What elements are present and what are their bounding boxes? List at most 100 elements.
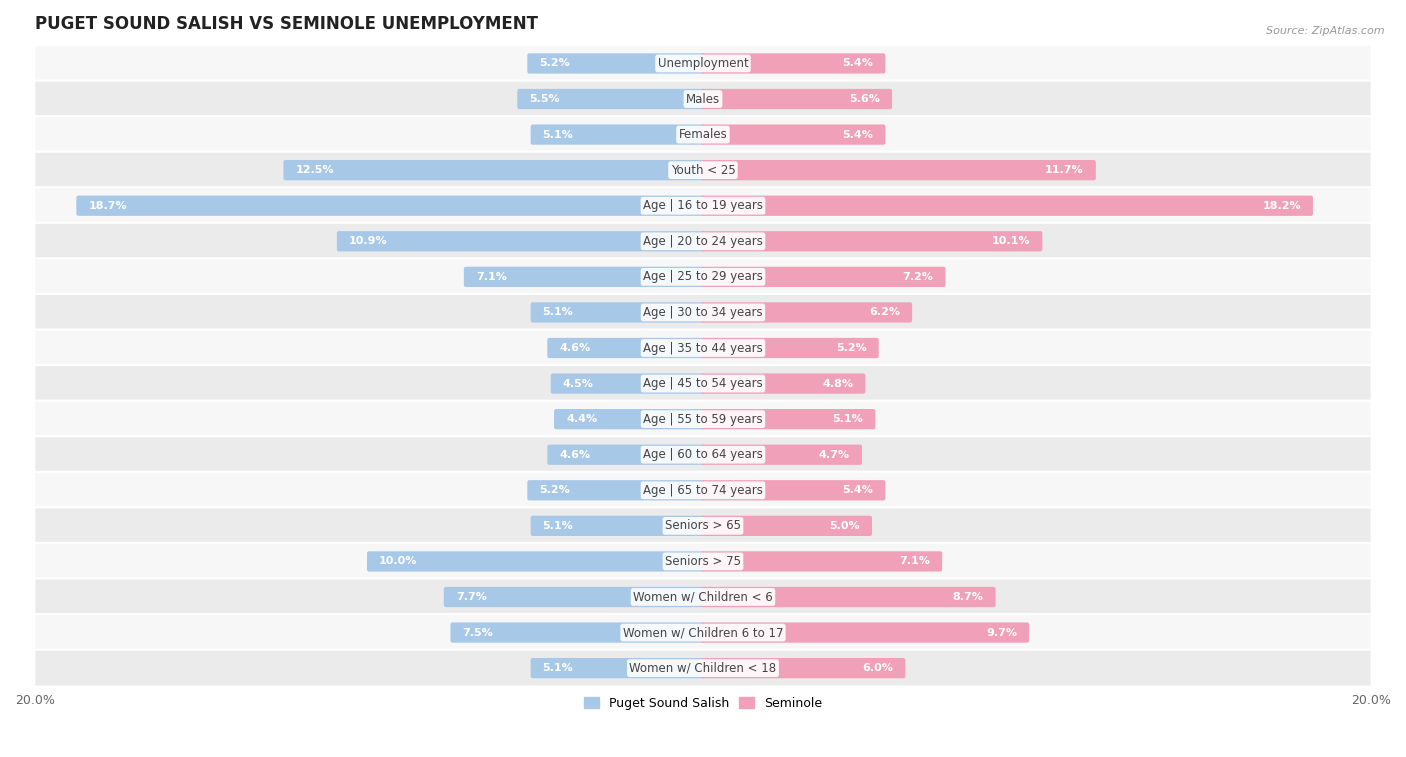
FancyBboxPatch shape xyxy=(702,373,865,394)
Text: Source: ZipAtlas.com: Source: ZipAtlas.com xyxy=(1267,26,1385,36)
Text: 4.4%: 4.4% xyxy=(567,414,598,424)
FancyBboxPatch shape xyxy=(527,53,704,73)
Text: 4.6%: 4.6% xyxy=(560,343,591,353)
FancyBboxPatch shape xyxy=(702,160,1095,180)
Text: Age | 60 to 64 years: Age | 60 to 64 years xyxy=(643,448,763,461)
Text: 18.2%: 18.2% xyxy=(1263,201,1301,210)
FancyBboxPatch shape xyxy=(702,587,995,607)
FancyBboxPatch shape xyxy=(34,80,1372,117)
Text: 5.1%: 5.1% xyxy=(543,129,574,139)
FancyBboxPatch shape xyxy=(554,409,704,429)
Text: 5.1%: 5.1% xyxy=(543,521,574,531)
Text: 7.7%: 7.7% xyxy=(456,592,486,602)
FancyBboxPatch shape xyxy=(702,195,1313,216)
Text: 18.7%: 18.7% xyxy=(89,201,127,210)
FancyBboxPatch shape xyxy=(284,160,704,180)
FancyBboxPatch shape xyxy=(450,622,704,643)
Text: Age | 35 to 44 years: Age | 35 to 44 years xyxy=(643,341,763,354)
Text: 10.1%: 10.1% xyxy=(991,236,1031,246)
Text: 12.5%: 12.5% xyxy=(295,165,335,175)
FancyBboxPatch shape xyxy=(34,223,1372,260)
Text: Age | 25 to 29 years: Age | 25 to 29 years xyxy=(643,270,763,283)
FancyBboxPatch shape xyxy=(34,294,1372,331)
FancyBboxPatch shape xyxy=(34,187,1372,224)
FancyBboxPatch shape xyxy=(367,551,704,572)
Text: 7.5%: 7.5% xyxy=(463,628,494,637)
FancyBboxPatch shape xyxy=(34,400,1372,438)
Text: 5.1%: 5.1% xyxy=(832,414,863,424)
Text: Age | 30 to 34 years: Age | 30 to 34 years xyxy=(643,306,763,319)
Text: Seniors > 75: Seniors > 75 xyxy=(665,555,741,568)
FancyBboxPatch shape xyxy=(527,480,704,500)
Text: Females: Females xyxy=(679,128,727,141)
FancyBboxPatch shape xyxy=(34,472,1372,509)
Text: Youth < 25: Youth < 25 xyxy=(671,164,735,176)
FancyBboxPatch shape xyxy=(702,231,1042,251)
Text: 5.1%: 5.1% xyxy=(543,663,574,673)
Text: 6.2%: 6.2% xyxy=(869,307,900,317)
Text: 5.1%: 5.1% xyxy=(543,307,574,317)
Text: 6.0%: 6.0% xyxy=(862,663,893,673)
Text: Women w/ Children 6 to 17: Women w/ Children 6 to 17 xyxy=(623,626,783,639)
FancyBboxPatch shape xyxy=(551,373,704,394)
FancyBboxPatch shape xyxy=(702,266,945,287)
Text: Seniors > 65: Seniors > 65 xyxy=(665,519,741,532)
FancyBboxPatch shape xyxy=(702,409,876,429)
Text: 4.7%: 4.7% xyxy=(818,450,851,459)
Text: 5.6%: 5.6% xyxy=(849,94,880,104)
FancyBboxPatch shape xyxy=(547,444,704,465)
FancyBboxPatch shape xyxy=(702,53,886,73)
FancyBboxPatch shape xyxy=(34,436,1372,473)
FancyBboxPatch shape xyxy=(34,365,1372,402)
Text: Age | 65 to 74 years: Age | 65 to 74 years xyxy=(643,484,763,497)
FancyBboxPatch shape xyxy=(34,507,1372,544)
Legend: Puget Sound Salish, Seminole: Puget Sound Salish, Seminole xyxy=(579,692,827,715)
Text: 5.4%: 5.4% xyxy=(842,58,873,68)
Text: 5.0%: 5.0% xyxy=(830,521,860,531)
Text: 5.4%: 5.4% xyxy=(842,485,873,495)
FancyBboxPatch shape xyxy=(34,650,1372,687)
Text: 5.2%: 5.2% xyxy=(837,343,866,353)
Text: 7.1%: 7.1% xyxy=(475,272,506,282)
Text: 5.4%: 5.4% xyxy=(842,129,873,139)
FancyBboxPatch shape xyxy=(702,551,942,572)
Text: 5.2%: 5.2% xyxy=(540,58,569,68)
FancyBboxPatch shape xyxy=(702,658,905,678)
FancyBboxPatch shape xyxy=(34,614,1372,651)
Text: 5.2%: 5.2% xyxy=(540,485,569,495)
FancyBboxPatch shape xyxy=(464,266,704,287)
FancyBboxPatch shape xyxy=(702,302,912,322)
Text: 10.9%: 10.9% xyxy=(349,236,388,246)
Text: Age | 55 to 59 years: Age | 55 to 59 years xyxy=(643,413,763,425)
FancyBboxPatch shape xyxy=(34,116,1372,153)
FancyBboxPatch shape xyxy=(702,124,886,145)
Text: 4.6%: 4.6% xyxy=(560,450,591,459)
FancyBboxPatch shape xyxy=(530,124,704,145)
Text: Unemployment: Unemployment xyxy=(658,57,748,70)
FancyBboxPatch shape xyxy=(702,89,891,109)
Text: Age | 20 to 24 years: Age | 20 to 24 years xyxy=(643,235,763,248)
FancyBboxPatch shape xyxy=(34,151,1372,188)
FancyBboxPatch shape xyxy=(34,258,1372,295)
FancyBboxPatch shape xyxy=(76,195,704,216)
FancyBboxPatch shape xyxy=(702,338,879,358)
Text: 10.0%: 10.0% xyxy=(380,556,418,566)
FancyBboxPatch shape xyxy=(34,329,1372,366)
FancyBboxPatch shape xyxy=(530,516,704,536)
FancyBboxPatch shape xyxy=(34,45,1372,82)
Text: 4.5%: 4.5% xyxy=(562,378,593,388)
Text: Age | 45 to 54 years: Age | 45 to 54 years xyxy=(643,377,763,390)
FancyBboxPatch shape xyxy=(547,338,704,358)
Text: Women w/ Children < 18: Women w/ Children < 18 xyxy=(630,662,776,674)
FancyBboxPatch shape xyxy=(34,543,1372,580)
FancyBboxPatch shape xyxy=(34,578,1372,615)
Text: 8.7%: 8.7% xyxy=(953,592,984,602)
Text: 4.8%: 4.8% xyxy=(823,378,853,388)
Text: Age | 16 to 19 years: Age | 16 to 19 years xyxy=(643,199,763,212)
Text: 7.2%: 7.2% xyxy=(903,272,934,282)
Text: 5.5%: 5.5% xyxy=(529,94,560,104)
Text: 9.7%: 9.7% xyxy=(986,628,1017,637)
FancyBboxPatch shape xyxy=(337,231,704,251)
FancyBboxPatch shape xyxy=(530,302,704,322)
Text: Males: Males xyxy=(686,92,720,105)
